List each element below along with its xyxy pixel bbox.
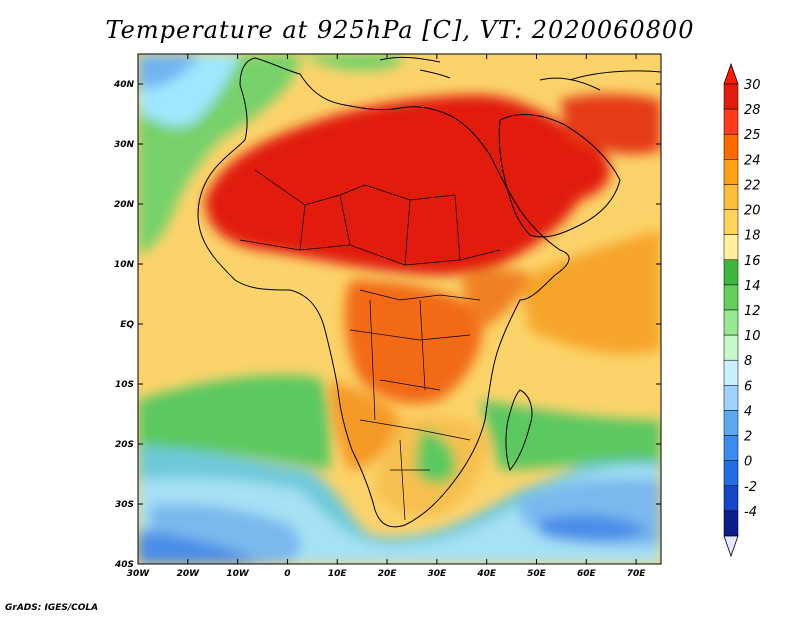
colorbar-label: -2	[744, 480, 757, 495]
colorbar-swatch	[723, 284, 739, 311]
colorbar-swatch	[723, 460, 739, 487]
colorbar-swatch	[723, 209, 739, 235]
map-frame	[137, 53, 662, 565]
colorbar-swatch	[723, 435, 739, 461]
colorbar-swatch	[723, 83, 739, 110]
colorbar-swatch	[723, 410, 739, 436]
colorbar-label: 12	[744, 304, 761, 319]
colorbar-label: 28	[744, 103, 761, 118]
colorbar-label: 8	[744, 354, 752, 369]
colorbar-label: 0	[744, 455, 752, 470]
lon-tick-label: 30E	[428, 569, 448, 579]
colorbar-swatch	[723, 259, 739, 286]
colorbar-label: 4	[744, 404, 752, 419]
colorbar-label: -4	[744, 505, 757, 520]
lat-tick-label: 10N	[114, 260, 135, 270]
colorbar-swatch	[723, 485, 739, 512]
longitude-ticks: 30W 20W 10W 0 10E 20E 30E 40E 50E 60E 70E	[127, 54, 647, 579]
lat-tick-label: 20S	[115, 440, 134, 450]
colorbar-swatch	[723, 309, 739, 336]
colorbar-swatch	[723, 108, 739, 135]
lon-tick-label: 10E	[328, 569, 348, 579]
colorbar-label: 16	[744, 254, 761, 269]
colorbar-label: 10	[744, 329, 761, 344]
colorbar-label: 24	[744, 153, 761, 168]
lat-tick-label: 30S	[115, 500, 134, 510]
colorbar-label: 30	[744, 78, 761, 93]
colorbar-top-arrow	[723, 62, 739, 85]
colorbar-label: 22	[744, 178, 761, 193]
colorbar-label: 18	[744, 229, 761, 244]
country-borders	[239, 169, 501, 521]
colorbar-label: 20	[744, 204, 761, 219]
colorbar-swatch	[723, 385, 739, 411]
lon-tick-label: 0	[284, 569, 290, 579]
colorbar-swatch	[723, 184, 739, 210]
colorbar-swatch	[723, 234, 739, 261]
lon-tick-label: 70E	[627, 569, 647, 579]
map-title: Temperature at 925hPa [C], VT: 202006080…	[105, 16, 695, 44]
lat-tick-label: 40S	[114, 560, 134, 570]
colorbar-swatch	[723, 159, 739, 185]
colorbar-label: 2	[744, 430, 752, 445]
lon-tick-label: 50E	[527, 569, 547, 579]
lat-tick-label: 30N	[114, 140, 135, 150]
colorbar-label: 6	[744, 379, 752, 394]
colorbar-bottom-arrow	[723, 535, 739, 558]
lon-tick-label: 20E	[378, 569, 398, 579]
colorbar-swatch	[723, 359, 739, 386]
lat-tick-label: 10S	[115, 380, 134, 390]
lat-tick-label: 20N	[114, 200, 135, 210]
lon-tick-label: 40E	[476, 569, 497, 579]
lon-tick-label: 10W	[226, 569, 250, 579]
lon-tick-label: 30W	[127, 569, 151, 579]
colorbar-swatch	[723, 510, 739, 537]
lat-tick-label: EQ	[120, 320, 134, 330]
colorbar-label: 25	[744, 128, 761, 143]
lon-tick-label: 20W	[177, 569, 201, 579]
temperature-field	[138, 54, 661, 564]
colorbar-label: 14	[744, 279, 761, 294]
colorbar-swatch	[723, 133, 739, 160]
latitude-ticks: 40N 30N 20N 10N EQ 10S 20S 30S 40S	[113, 80, 661, 570]
lat-tick-label: 40N	[113, 80, 135, 90]
lon-tick-label: 60E	[577, 569, 597, 579]
footer-credit: GrADS: IGES/COLA	[5, 603, 99, 613]
coastlines	[197, 56, 661, 528]
colorbar-swatch	[723, 334, 739, 361]
